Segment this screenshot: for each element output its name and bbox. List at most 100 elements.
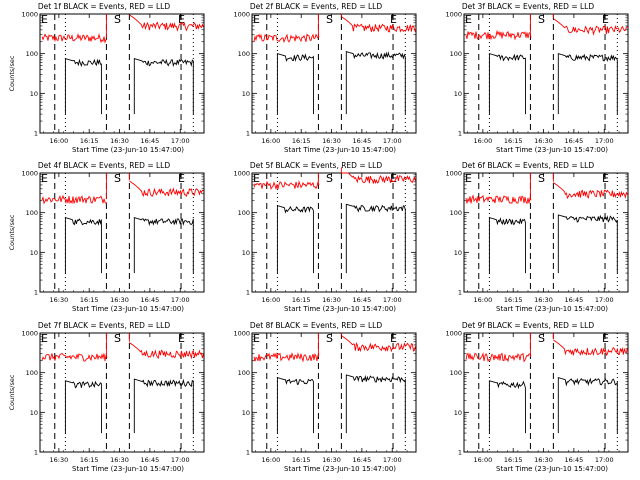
x-tick-label: 16:15 <box>80 456 99 464</box>
y-tick-label: 1 <box>34 130 38 138</box>
x-tick-label: 17:00 <box>383 296 402 304</box>
x-tick-label: 16:45 <box>565 296 584 304</box>
x-axis-label: Start Time (23-Jun-10 15:47:00) <box>496 146 608 154</box>
plot-frame <box>251 13 417 134</box>
events-rate-series <box>64 216 194 274</box>
events-rate-series <box>64 378 194 434</box>
x-tick-label: 16:30 <box>49 456 68 464</box>
x-tick-label: 16:30 <box>322 137 341 145</box>
event-marker-label: S <box>114 13 121 26</box>
event-marker-label: E <box>602 332 609 345</box>
x-tick-label: 16:30 <box>110 456 129 464</box>
y-tick-label: 10 <box>454 90 462 98</box>
plot-frame <box>463 332 629 453</box>
x-tick-label: 16:30 <box>534 296 553 304</box>
chart-title: Det 8f BLACK = Events, RED = LLD <box>250 321 383 330</box>
chart-panel: Det 1f BLACK = Events, RED = LLD 1 10 100 10… <box>8 2 205 154</box>
y-tick-label: 10 <box>242 409 250 417</box>
lld-rate-series <box>253 14 416 44</box>
x-tick-label: 16:15 <box>292 296 311 304</box>
y-tick-label: 1000 <box>233 170 250 178</box>
event-marker-label: E <box>41 13 48 26</box>
y-tick-label: 1 <box>34 289 38 297</box>
chart-title: Det 6f BLACK = Events, RED = LLD <box>462 161 595 170</box>
lld-rate-series <box>465 14 628 41</box>
plot-frame <box>463 13 629 134</box>
event-marker-label: S <box>114 172 121 185</box>
x-tick-label: 16:15 <box>80 296 99 304</box>
x-tick-label: 16:45 <box>353 296 372 304</box>
lld-rate-series <box>465 333 628 363</box>
chart-title: Det 3f BLACK = Events, RED = LLD <box>462 2 595 11</box>
x-tick-label: 16:15 <box>504 456 523 464</box>
event-marker-label: S <box>538 172 545 185</box>
y-tick-label: 100 <box>450 369 462 377</box>
event-marker-label: E <box>390 13 397 26</box>
event-marker-label: S <box>114 332 121 345</box>
y-axis-label: Counts/sec <box>8 374 16 410</box>
lld-rate-series <box>41 173 204 205</box>
y-tick-label: 10 <box>30 90 38 98</box>
chart-title: Det 9f BLACK = Events, RED = LLD <box>462 321 595 330</box>
y-tick-label: 1 <box>34 449 38 457</box>
x-tick-label: 16:00 <box>261 137 280 145</box>
event-marker-label: E <box>465 172 472 185</box>
y-tick-label: 1000 <box>445 170 462 178</box>
y-tick-label: 1000 <box>233 11 250 19</box>
x-tick-label: 16:30 <box>322 456 341 464</box>
y-tick-label: 10 <box>242 90 250 98</box>
plot-frame <box>463 172 629 293</box>
event-marker-label: E <box>253 172 260 185</box>
y-tick-label: 10 <box>454 409 462 417</box>
chart-panel: Det 7f BLACK = Events, RED = LLD 1 10 100 10… <box>8 321 205 473</box>
x-axis-label: Start Time (23-Jun-10 15:47:00) <box>284 465 396 473</box>
lld-rate-series <box>253 333 416 363</box>
lld-rate-series <box>41 333 204 362</box>
events-rate-series <box>276 374 406 434</box>
y-tick-label: 100 <box>26 50 38 58</box>
x-tick-label: 16:45 <box>141 137 160 145</box>
event-marker-label: S <box>326 172 333 185</box>
x-tick-label: 16:15 <box>292 137 311 145</box>
y-tick-label: 10 <box>242 249 250 257</box>
y-tick-label: 1000 <box>233 330 250 338</box>
x-tick-label: 16:00 <box>49 137 68 145</box>
event-marker-label: E <box>253 13 260 26</box>
x-tick-label: 16:00 <box>261 296 280 304</box>
event-marker-label: S <box>326 332 333 345</box>
chart-title: Det 5f BLACK = Events, RED = LLD <box>250 161 383 170</box>
x-tick-label: 17:00 <box>171 296 190 304</box>
chart-panel: Det 2f BLACK = Events, RED = LLD 1 10 100 10… <box>233 2 417 154</box>
events-rate-series <box>64 57 194 115</box>
x-tick-label: 16:00 <box>473 296 492 304</box>
event-marker-label: E <box>178 332 185 345</box>
x-axis-label: Start Time (23-Jun-10 15:47:00) <box>284 305 396 313</box>
x-axis-label: Start Time (23-Jun-10 15:47:00) <box>496 465 608 473</box>
plot-frame <box>251 332 417 453</box>
x-axis-label: Start Time (23-Jun-10 15:47:00) <box>72 305 184 313</box>
y-tick-label: 10 <box>30 249 38 257</box>
x-tick-label: 16:45 <box>141 296 160 304</box>
event-marker-label: S <box>538 332 545 345</box>
event-marker-label: S <box>326 13 333 26</box>
events-rate-series <box>488 53 618 115</box>
x-tick-label: 16:30 <box>110 296 129 304</box>
x-tick-label: 16:00 <box>473 137 492 145</box>
events-rate-series <box>488 214 618 274</box>
y-tick-label: 1 <box>458 289 462 297</box>
y-tick-label: 100 <box>450 209 462 217</box>
y-tick-label: 1000 <box>445 11 462 19</box>
event-marker-label: E <box>178 13 185 26</box>
x-tick-label: 16:15 <box>504 296 523 304</box>
x-axis-label: Start Time (23-Jun-10 15:47:00) <box>72 465 184 473</box>
y-axis-label: Counts/sec <box>8 214 16 250</box>
x-tick-label: 16:30 <box>110 137 129 145</box>
event-marker-label: E <box>465 332 472 345</box>
x-tick-label: 16:30 <box>534 456 553 464</box>
x-tick-label: 16:45 <box>353 137 372 145</box>
x-tick-label: 16:15 <box>80 137 99 145</box>
x-tick-label: 16:45 <box>353 456 372 464</box>
x-tick-label: 16:30 <box>534 137 553 145</box>
chart-panel: Det 4f BLACK = Events, RED = LLD 1 10 100 10… <box>8 161 205 313</box>
